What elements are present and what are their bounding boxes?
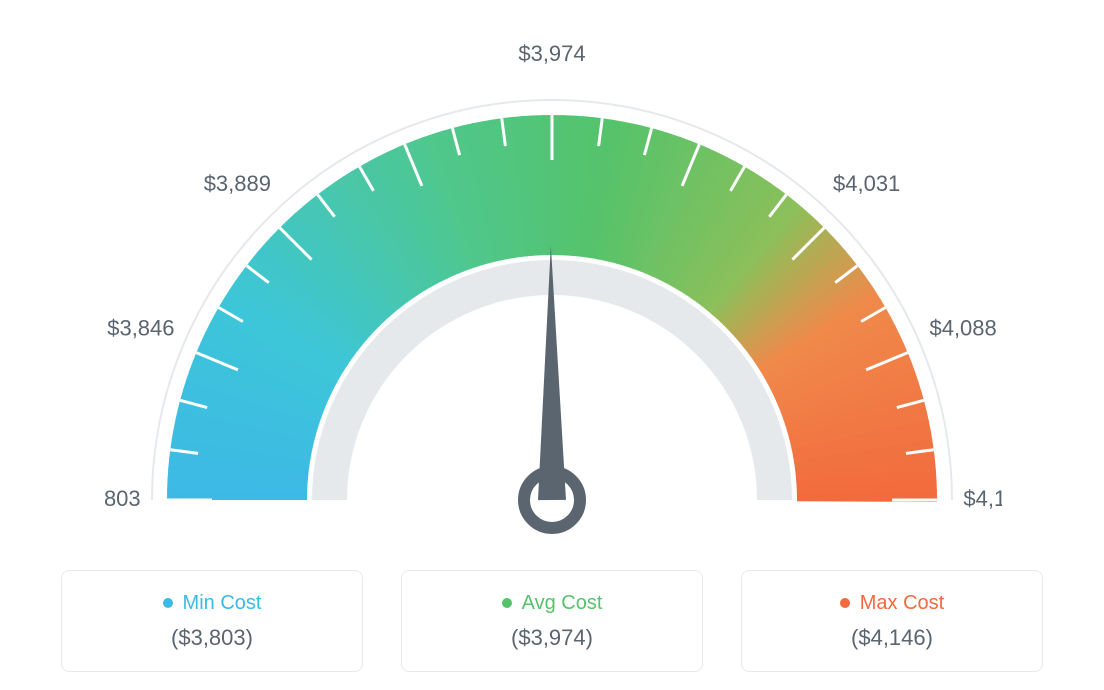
legend-card-avg: Avg Cost ($3,974) xyxy=(401,570,703,672)
legend-row: Min Cost ($3,803) Avg Cost ($3,974) Max … xyxy=(0,570,1104,672)
legend-card-max: Max Cost ($4,146) xyxy=(741,570,1043,672)
legend-card-min: Min Cost ($3,803) xyxy=(61,570,363,672)
legend-avg-top: Avg Cost xyxy=(502,592,603,615)
gauge-tick-label: $3,974 xyxy=(518,41,585,66)
gauge-chart-container: { "gauge": { "type": "gauge", "min": 380… xyxy=(0,0,1104,690)
legend-max-value: ($4,146) xyxy=(851,625,933,651)
gauge-svg: $3,803 $3,846 $3,889 $3,974 $4,031 $4,088 $4,1… xyxy=(102,40,1002,560)
legend-min-value: ($3,803) xyxy=(171,625,253,651)
gauge-tick-label: $4,146 xyxy=(963,486,1002,511)
dot-icon xyxy=(502,598,512,608)
legend-min-top: Min Cost xyxy=(163,592,262,615)
legend-avg-label: Avg Cost xyxy=(522,592,603,615)
legend-max-label: Max Cost xyxy=(860,592,944,615)
legend-min-label: Min Cost xyxy=(183,592,262,615)
gauge-tick-label: $3,846 xyxy=(107,316,174,341)
legend-max-top: Max Cost xyxy=(840,592,944,615)
gauge-tick-label: $4,031 xyxy=(833,171,900,196)
gauge-tick-label: $3,889 xyxy=(204,171,271,196)
gauge: $3,803 $3,846 $3,889 $3,974 $4,031 $4,088 $4,1… xyxy=(102,40,1002,540)
dot-icon xyxy=(163,598,173,608)
dot-icon xyxy=(840,598,850,608)
gauge-tick-label: $3,803 xyxy=(102,486,141,511)
gauge-tick-label: $4,088 xyxy=(929,316,996,341)
legend-avg-value: ($3,974) xyxy=(511,625,593,651)
